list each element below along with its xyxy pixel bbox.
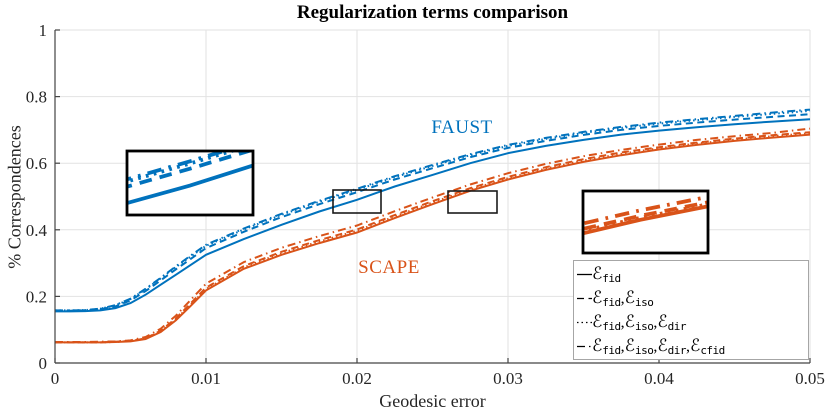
inset-border [125, 149, 255, 217]
legend-dashdot-line-sample [577, 345, 592, 348]
zoom-indicator-rect [447, 190, 498, 214]
legend-solid-line-sample [577, 273, 592, 276]
series-curves [55, 108, 811, 344]
legend: ℰfid ℰfid,ℰiso ℰfid,ℰiso,ℰdir ℰfid,ℰiso,ℰdi… [573, 260, 809, 360]
legend-item: ℰfid [577, 262, 805, 286]
legend-item-label: ℰfid,ℰiso [592, 287, 654, 309]
legend-item-label: ℰfid,ℰiso,ℰdir,ℰcfid [592, 335, 725, 357]
y-tick-label: 1 [39, 21, 48, 40]
scape-dashed-curve [55, 131, 811, 344]
y-tick-label: 0.8 [26, 88, 47, 107]
legend-item-label: ℰfid,ℰiso,ℰdir [592, 311, 687, 333]
y-tick-label: 0.4 [26, 221, 48, 240]
faust-label: FAUST [431, 117, 493, 138]
legend-dashed-line-sample [577, 297, 592, 300]
legend-item: ℰfid,ℰiso,ℰdir [577, 310, 805, 334]
tick-labels: 0 0.01 0.02 0.03 0.04 0.05 0 0.2 0.4 0.6 0.8 1 [26, 21, 825, 388]
chart-title: Regularization terms comparison [296, 2, 569, 23]
legend-dotted-line-sample [577, 321, 592, 324]
axes [54, 29, 811, 364]
faust-solid-curve [55, 118, 811, 313]
x-axis-label: Geodesic error [379, 391, 486, 411]
y-tick-label: 0 [39, 354, 48, 373]
y-axis-label: % Correspondences [4, 125, 25, 269]
faust-dashed-curve [55, 113, 811, 312]
x-tick-label: 0.01 [191, 369, 221, 388]
x-tick-label: 0.03 [493, 369, 523, 388]
scape-dashdot-curve [55, 127, 811, 343]
legend-item-label: ℰfid [592, 263, 621, 285]
legend-item: ℰfid,ℰiso,ℰdir,ℰcfid [577, 334, 805, 358]
x-tick-label: 0 [51, 369, 60, 388]
y-tick-label: 0.6 [26, 154, 47, 173]
zoom-indicator-rect [332, 189, 382, 214]
x-tick-label: 0.05 [795, 369, 825, 388]
y-tick-label: 0.2 [26, 287, 47, 306]
x-tick-label: 0.04 [644, 369, 674, 388]
inset-border [581, 189, 710, 255]
x-tick-label: 0.02 [342, 369, 372, 388]
legend-item: ℰfid,ℰiso [577, 286, 805, 310]
scape-label: SCAPE [358, 257, 420, 278]
gridlines [55, 29, 811, 363]
scape-dotted-curve [55, 132, 811, 344]
